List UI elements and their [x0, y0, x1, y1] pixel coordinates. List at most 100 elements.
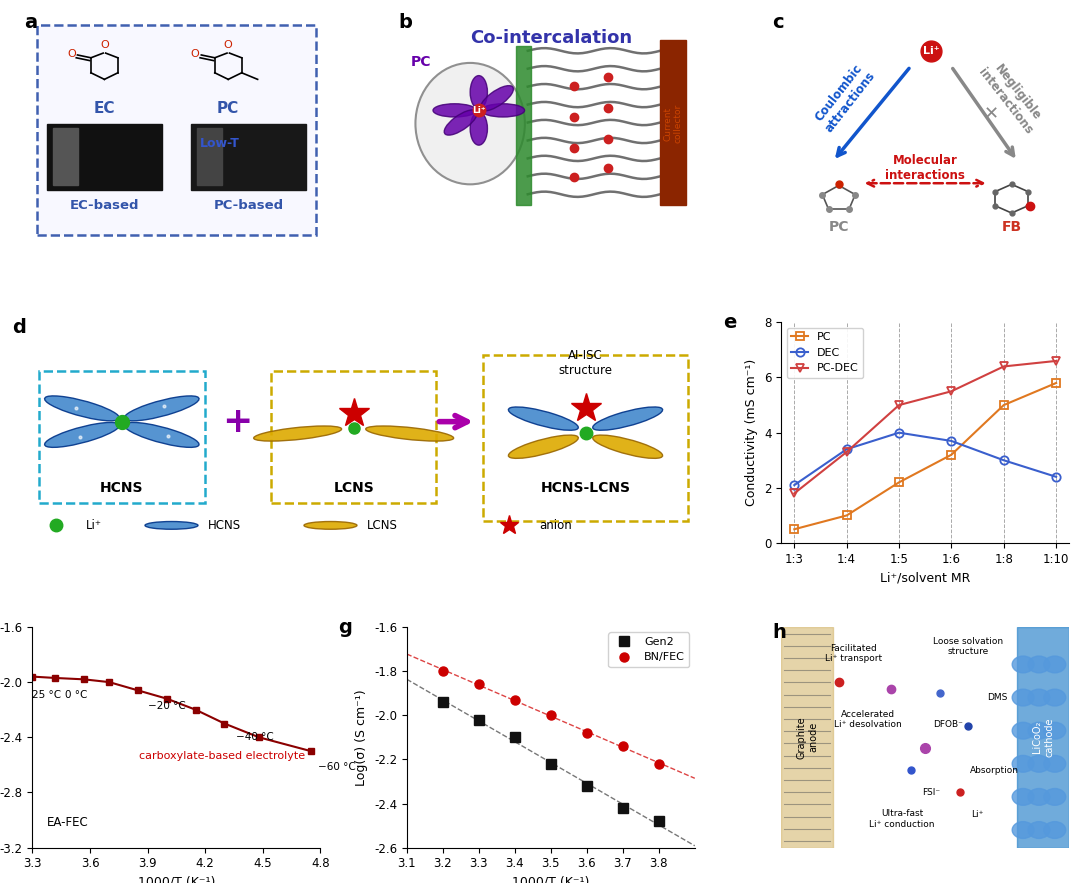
- Ellipse shape: [366, 426, 454, 442]
- Text: Li⁺: Li⁺: [472, 106, 486, 115]
- Bar: [516, 46, 530, 205]
- DEC: [997, 455, 1010, 465]
- Circle shape: [1012, 722, 1034, 739]
- Text: DFOB⁻: DFOB⁻: [933, 720, 963, 728]
- PC: [787, 524, 800, 534]
- Text: d: d: [13, 318, 26, 337]
- X-axis label: 1000/T (K⁻¹): 1000/T (K⁻¹): [138, 876, 215, 883]
- Text: +: +: [222, 404, 253, 439]
- Text: HCNS: HCNS: [100, 481, 144, 494]
- Circle shape: [1044, 755, 1066, 772]
- Ellipse shape: [470, 76, 487, 109]
- Gen2: [617, 803, 630, 813]
- Gen2: [652, 816, 665, 826]
- PC-DEC: [892, 400, 905, 411]
- Line: DEC: DEC: [791, 428, 1061, 489]
- Ellipse shape: [509, 435, 578, 458]
- Circle shape: [1028, 722, 1050, 739]
- Bar: [191, 124, 306, 190]
- BN/FEC: [436, 666, 449, 676]
- Text: Loose solvation
structure: Loose solvation structure: [933, 638, 1003, 656]
- Circle shape: [1044, 789, 1066, 805]
- Circle shape: [1044, 689, 1066, 706]
- X-axis label: 1000/T (K⁻¹): 1000/T (K⁻¹): [512, 876, 590, 883]
- Text: Ultra-fast
Li⁺ conduction: Ultra-fast Li⁺ conduction: [869, 810, 935, 828]
- DEC: [840, 444, 853, 455]
- Text: Coulombic
attractions: Coulombic attractions: [811, 60, 878, 134]
- Text: PC: PC: [217, 101, 240, 116]
- Ellipse shape: [124, 396, 199, 421]
- Text: 25 °C: 25 °C: [32, 691, 62, 700]
- Text: Molecular
interactions: Molecular interactions: [886, 154, 966, 182]
- Text: carboxylate-based electrolyte: carboxylate-based electrolyte: [139, 751, 305, 761]
- DEC: [945, 435, 958, 446]
- Text: O: O: [100, 40, 109, 49]
- PC-DEC: [840, 447, 853, 457]
- PC: [1050, 378, 1063, 389]
- Circle shape: [1012, 789, 1034, 805]
- PC-DEC: [787, 488, 800, 499]
- Line: PC-DEC: PC-DEC: [791, 357, 1061, 497]
- Text: ✕: ✕: [984, 106, 999, 124]
- Text: b: b: [399, 13, 413, 33]
- Text: EC-based: EC-based: [69, 199, 139, 212]
- Text: Li⁺: Li⁺: [85, 519, 102, 532]
- FancyBboxPatch shape: [37, 26, 316, 235]
- Circle shape: [1044, 722, 1066, 739]
- BN/FEC: [509, 694, 522, 705]
- Text: FB: FB: [1001, 221, 1022, 234]
- PC: [840, 510, 853, 521]
- Text: Li⁺: Li⁺: [971, 810, 983, 819]
- Text: g: g: [338, 618, 352, 638]
- Text: LiCoO₂
cathode: LiCoO₂ cathode: [1032, 718, 1054, 757]
- Gen2: [544, 758, 557, 769]
- PC: [892, 477, 905, 487]
- Circle shape: [1044, 821, 1066, 839]
- Text: LCNS: LCNS: [367, 519, 397, 532]
- Text: EA-FEC: EA-FEC: [46, 816, 89, 828]
- Gen2: [580, 781, 593, 791]
- Circle shape: [1028, 689, 1050, 706]
- Text: O: O: [191, 49, 200, 59]
- Line: PC: PC: [791, 379, 1061, 533]
- Circle shape: [1028, 656, 1050, 673]
- Ellipse shape: [254, 426, 341, 442]
- Bar: [781, 627, 833, 848]
- DEC: [1050, 472, 1063, 482]
- Text: AI-ISC
structure: AI-ISC structure: [558, 349, 612, 377]
- Text: 0 °C: 0 °C: [65, 691, 87, 700]
- BN/FEC: [617, 741, 630, 751]
- PC-DEC: [1050, 356, 1063, 366]
- Ellipse shape: [593, 407, 663, 430]
- PC-DEC: [945, 386, 958, 396]
- Text: Negligible
interactions: Negligible interactions: [976, 57, 1048, 137]
- DEC: [892, 427, 905, 438]
- Ellipse shape: [303, 522, 357, 529]
- Circle shape: [1012, 821, 1034, 839]
- Circle shape: [1012, 689, 1034, 706]
- Ellipse shape: [593, 435, 663, 458]
- Text: PC-based: PC-based: [214, 199, 283, 212]
- Gen2: [509, 732, 522, 743]
- Text: Facilitated
Li⁺ transport: Facilitated Li⁺ transport: [825, 644, 881, 663]
- BN/FEC: [652, 758, 665, 769]
- Line: Gen2: Gen2: [438, 698, 663, 826]
- Bar: [660, 40, 686, 205]
- Text: PC: PC: [411, 55, 431, 69]
- Text: EC: EC: [94, 101, 116, 116]
- Ellipse shape: [509, 407, 578, 430]
- Ellipse shape: [482, 104, 525, 117]
- Circle shape: [1028, 755, 1050, 772]
- Text: −60 °C: −60 °C: [319, 762, 356, 772]
- Text: c: c: [772, 13, 784, 33]
- Circle shape: [1012, 656, 1034, 673]
- PC: [945, 449, 958, 460]
- Gen2: [472, 714, 485, 725]
- Bar: [1017, 627, 1069, 848]
- BN/FEC: [580, 728, 593, 738]
- BN/FEC: [544, 710, 557, 721]
- Text: h: h: [772, 623, 786, 642]
- BN/FEC: [472, 679, 485, 690]
- Ellipse shape: [124, 422, 199, 448]
- Circle shape: [1012, 755, 1034, 772]
